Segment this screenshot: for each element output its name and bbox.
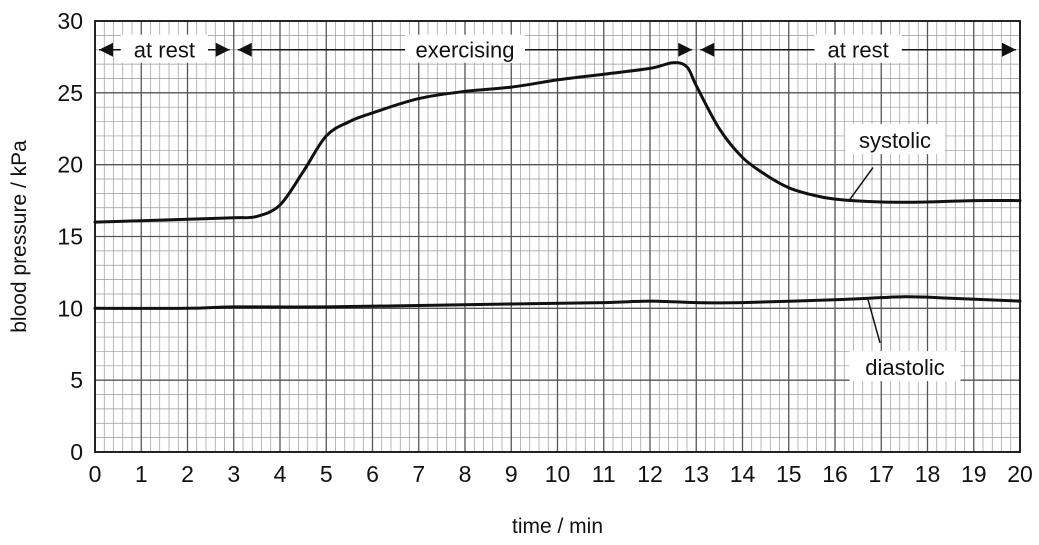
curve-label-diastolic: diastolic — [865, 355, 944, 380]
x-tick-label: 7 — [412, 461, 425, 487]
phase-arrowhead-left-icon — [99, 42, 113, 57]
x-tick-label: 18 — [915, 461, 941, 487]
curve-label-leader-line — [867, 299, 881, 344]
curve-label-leader-line — [849, 167, 874, 200]
x-tick-label: 8 — [459, 461, 472, 487]
y-axis-label: blood pressure / kPa — [8, 140, 31, 333]
curve-label-background — [845, 124, 945, 155]
x-tick-label: 6 — [366, 461, 379, 487]
tick-labels: 0 1 2 3 4 5 6 7 8 9 10 11 12 13 14 15 16 17 18 19 2005101520… — [57, 8, 1032, 487]
phase-arrowhead-left-icon — [237, 42, 252, 57]
x-tick-label: 2 — [181, 461, 194, 487]
x-tick-label: 11 — [592, 461, 616, 487]
x-tick-label: 0 — [89, 461, 102, 487]
x-tick-label: 9 — [505, 461, 518, 487]
phase-arrowhead-right-icon — [1002, 42, 1016, 57]
curve-labels: systolic diastolic — [845, 124, 961, 382]
phase-label-background — [405, 34, 525, 63]
y-tick-label: 15 — [57, 224, 83, 250]
series-line-systolic — [93, 61, 1022, 224]
phase-annotations: at rest exercising at rest — [99, 34, 1016, 63]
phase-arrowhead-right-icon — [215, 42, 230, 57]
x-tick-label: 3 — [227, 461, 240, 487]
major-gridlines — [94, 20, 1021, 453]
x-tick-label: 1 — [135, 461, 148, 487]
y-tick-label: 5 — [70, 367, 83, 393]
x-tick-label: 10 — [545, 461, 571, 487]
phase-label-background — [814, 34, 902, 63]
x-tick-label: 14 — [730, 461, 756, 487]
y-tick-label: 0 — [70, 439, 83, 465]
phase-arrowhead-left-icon — [700, 42, 715, 57]
y-tick-label: 30 — [57, 8, 83, 34]
x-tick-label: 19 — [961, 461, 987, 487]
x-tick-label: 17 — [868, 461, 894, 487]
plot-frame — [94, 20, 1021, 453]
y-tick-label: 20 — [57, 152, 83, 178]
x-tick-label: 13 — [683, 461, 709, 487]
phase-label: at rest — [828, 38, 889, 63]
phase-label: at rest — [134, 38, 195, 63]
series-layer — [93, 61, 1022, 310]
x-axis-label: time / min — [512, 515, 603, 538]
phase-label-background — [120, 34, 208, 63]
y-tick-label: 10 — [57, 295, 83, 321]
x-tick-label: 16 — [822, 461, 848, 487]
phase-label: exercising — [415, 38, 514, 63]
x-tick-label: 12 — [637, 461, 663, 487]
x-tick-label: 20 — [1007, 461, 1033, 487]
x-tick-label: 5 — [320, 461, 333, 487]
curve-label-systolic: systolic — [859, 128, 931, 153]
x-tick-label: 4 — [274, 461, 287, 487]
x-tick-label: 15 — [776, 461, 802, 487]
phase-arrowhead-right-icon — [678, 42, 693, 57]
series-line-diastolic — [93, 295, 1022, 310]
curve-label-background — [849, 351, 961, 382]
y-tick-label: 25 — [57, 80, 83, 106]
